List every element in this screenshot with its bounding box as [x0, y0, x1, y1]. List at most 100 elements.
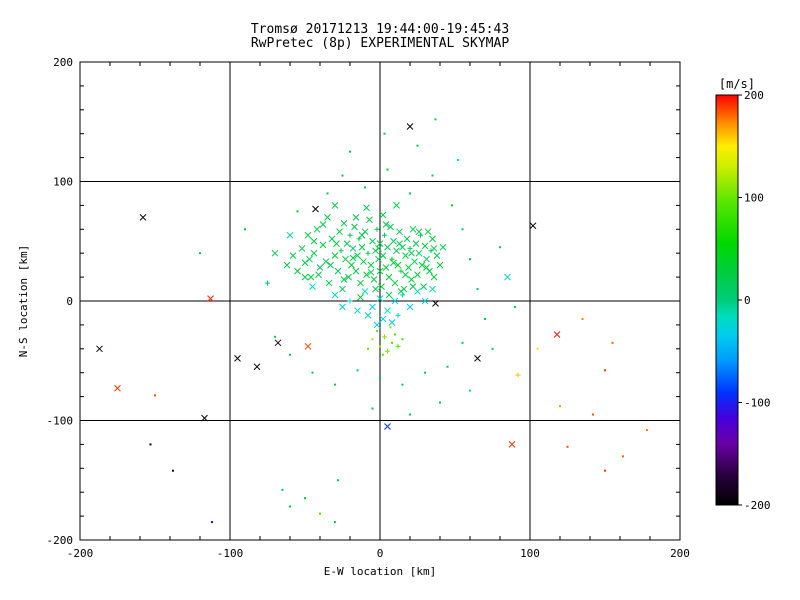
x-tick-label: -100	[217, 547, 244, 560]
data-point	[361, 288, 369, 295]
data-point	[402, 271, 409, 279]
data-point	[385, 291, 393, 299]
data-point	[416, 144, 419, 147]
data-point	[430, 273, 438, 281]
data-point	[434, 118, 437, 121]
data-point	[199, 252, 201, 255]
data-point	[331, 202, 339, 209]
data-point	[476, 288, 479, 291]
data-point	[421, 242, 429, 250]
data-point	[352, 267, 360, 275]
data-point	[331, 291, 339, 299]
data-point	[298, 245, 306, 252]
data-point	[338, 248, 344, 254]
data-point	[414, 288, 421, 295]
data-point	[409, 192, 411, 195]
data-point	[364, 186, 366, 189]
data-point	[390, 259, 397, 267]
grid-lines	[80, 62, 680, 540]
data-point	[356, 236, 362, 242]
data-point	[343, 240, 351, 247]
data-point	[312, 205, 319, 213]
data-point	[391, 297, 399, 305]
data-point	[114, 384, 121, 392]
data-point	[384, 423, 391, 430]
data-point	[367, 261, 375, 269]
data-point	[352, 213, 360, 221]
data-point	[139, 213, 147, 221]
data-point	[274, 335, 276, 338]
data-point	[304, 231, 312, 239]
x-axis-label: E-W location [km]	[324, 565, 437, 578]
data-point	[327, 261, 334, 269]
colorbar-tick-label: 200	[744, 89, 764, 102]
data-point	[234, 355, 241, 362]
data-point	[581, 317, 584, 320]
data-point	[474, 355, 481, 362]
data-point	[334, 521, 336, 524]
data-point	[400, 292, 405, 298]
data-point	[412, 240, 420, 247]
data-point	[325, 279, 333, 287]
scatter-points	[96, 118, 648, 524]
data-point	[372, 285, 379, 293]
data-point	[376, 240, 384, 247]
data-point	[310, 237, 318, 245]
data-point	[393, 247, 400, 255]
data-point	[429, 235, 436, 243]
colorbar-unit-label: [m/s]	[719, 77, 755, 91]
data-point	[207, 295, 214, 302]
plot-title-line1: Tromsø 20171213 19:44:00-19:45:43	[251, 22, 509, 37]
colorbar-tick-label: 0	[744, 294, 751, 307]
data-point	[439, 243, 447, 251]
data-point	[406, 123, 414, 130]
data-point	[371, 338, 374, 341]
data-point	[553, 331, 561, 338]
data-point	[301, 259, 309, 267]
data-point	[414, 271, 421, 279]
data-point	[281, 488, 284, 491]
data-point	[376, 329, 378, 332]
y-axis-label: N-S location [km]	[17, 245, 30, 358]
data-point	[382, 334, 387, 340]
data-point	[469, 389, 471, 392]
data-point	[375, 245, 382, 252]
data-point	[211, 521, 213, 524]
data-point	[431, 174, 434, 177]
data-point	[401, 383, 404, 386]
data-point	[430, 245, 438, 252]
data-point	[373, 321, 381, 329]
data-point	[336, 228, 343, 236]
y-tick-label: -100	[47, 415, 74, 428]
data-point	[384, 307, 391, 314]
data-point	[253, 363, 261, 371]
axis-tick-labels: -200 -100 0 100 200 -200 -100 0 100 200	[47, 56, 690, 560]
x-tick-label: 0	[377, 547, 384, 560]
data-point	[379, 252, 387, 259]
data-point	[345, 273, 352, 281]
x-tick-label: -200	[67, 547, 94, 560]
data-point	[356, 369, 359, 372]
data-point	[420, 283, 427, 291]
data-point	[508, 441, 516, 448]
colorbar: [m/s] 200 100 0 -100 -200	[715, 77, 771, 512]
data-point	[622, 455, 624, 458]
data-point	[407, 245, 413, 251]
data-point	[348, 261, 355, 269]
data-point	[646, 429, 648, 432]
data-point	[286, 231, 294, 239]
data-point	[379, 345, 381, 348]
data-point	[469, 258, 471, 261]
data-point	[398, 268, 404, 274]
data-point	[433, 252, 441, 259]
data-point	[370, 276, 378, 283]
data-point	[499, 246, 501, 249]
data-point	[375, 255, 382, 263]
data-point	[397, 288, 405, 295]
data-point	[340, 276, 348, 283]
data-point	[379, 315, 387, 323]
data-point	[409, 413, 411, 416]
data-point	[382, 221, 390, 228]
